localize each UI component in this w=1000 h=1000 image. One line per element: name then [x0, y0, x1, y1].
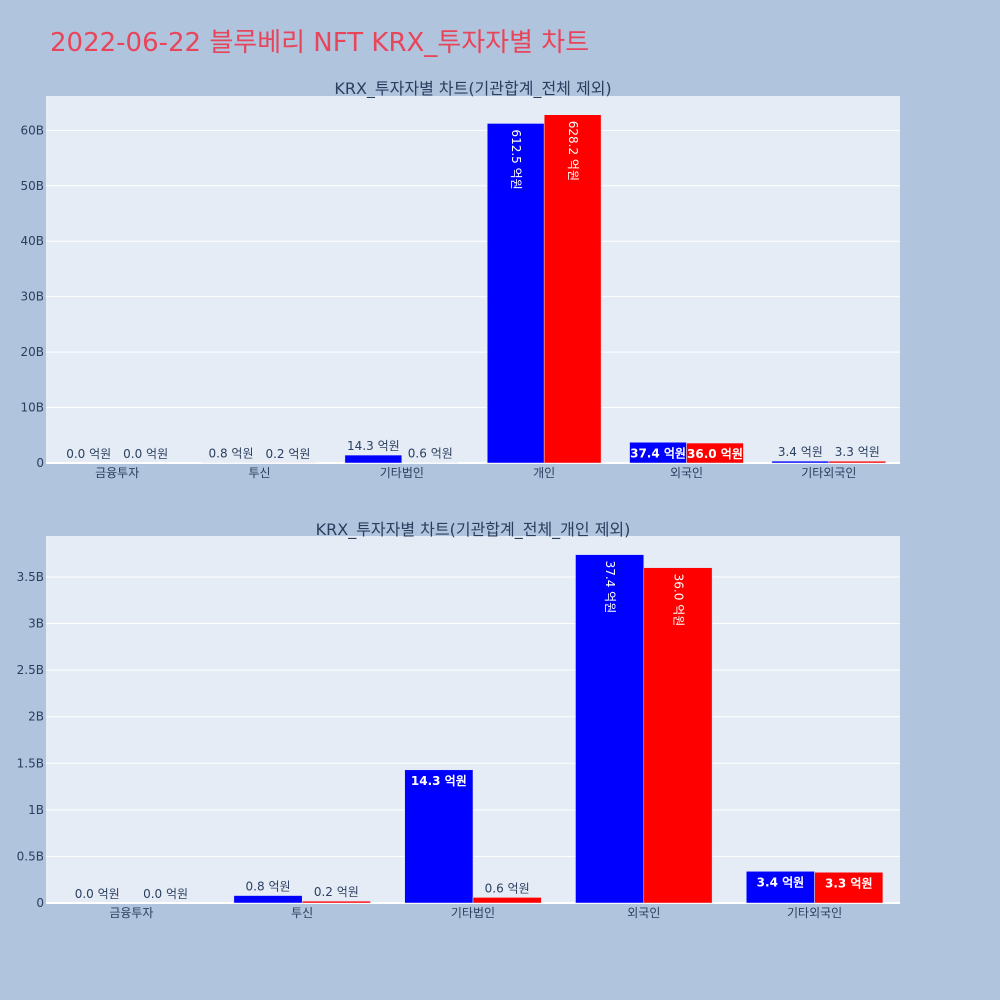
bar — [686, 442, 744, 464]
data-label: 37.4 억원 — [603, 561, 617, 614]
bar — [828, 460, 887, 464]
x-tick-label: 투신 — [291, 906, 313, 920]
data-label: 0.0 억원 — [66, 447, 111, 461]
x-tick-label: 기타법인 — [451, 906, 495, 920]
bar — [575, 554, 645, 904]
y-tick-label: 60B — [20, 123, 44, 137]
data-label: 0.8 억원 — [209, 447, 254, 461]
bar — [771, 460, 830, 464]
data-label: 612.5 억원 — [509, 129, 523, 189]
data-label: 0.0 억원 — [143, 887, 188, 901]
y-tick-label: 10B — [20, 401, 44, 415]
plot-area — [46, 96, 900, 463]
y-tick-label: 0.5B — [17, 849, 44, 863]
data-label: 0.6 억원 — [485, 881, 530, 895]
data-label: 3.4 억원 — [778, 445, 823, 459]
data-label: 0.6 억원 — [408, 447, 453, 461]
y-tick-label: 2.5B — [17, 663, 44, 677]
y-tick-label: 0 — [36, 456, 44, 470]
data-label: 0.0 억원 — [75, 887, 120, 901]
x-tick-label: 금융투자 — [109, 906, 153, 920]
x-tick-label: 기타법인 — [380, 466, 424, 480]
bar — [404, 769, 474, 904]
y-tick-label: 20B — [20, 345, 44, 359]
x-tick-label: 개인 — [533, 466, 555, 480]
bar — [543, 114, 602, 464]
data-label: 0.0 억원 — [123, 447, 168, 461]
data-label: 36.0 억원 — [687, 447, 743, 461]
y-tick-label: 0 — [36, 896, 44, 910]
y-tick-label: 1.5B — [17, 756, 44, 770]
bar — [486, 123, 545, 464]
data-label: 37.4 억원 — [630, 446, 686, 460]
y-tick-label: 2B — [28, 710, 44, 724]
x-tick-label: 금융투자 — [95, 466, 139, 480]
x-tick-label: 투신 — [248, 466, 270, 480]
data-label: 3.3 억원 — [825, 876, 873, 890]
bar — [643, 567, 713, 904]
data-label: 3.3 억원 — [835, 445, 880, 459]
y-tick-label: 3.5B — [17, 570, 44, 584]
chart-title: KRX_투자자별 차트(기관합계_전체_개인 제외) — [316, 520, 631, 540]
chart-title: KRX_투자자별 차트(기관합계_전체 제외) — [334, 79, 611, 99]
bar — [301, 900, 371, 904]
chart-1: 0 10B 20B 30B 40B 50B 60B KRX_투자자별 차트(기관합계_전체 제… — [20, 79, 900, 480]
data-label: 628.2 억원 — [566, 121, 580, 181]
data-label: 3.4 억원 — [757, 875, 805, 889]
page-title: 2022-06-22 블루베리 NFT KRX_투자자별 차트 — [50, 28, 590, 58]
data-label: 14.3 억원 — [411, 774, 467, 788]
data-label: 0.2 억원 — [265, 447, 310, 461]
data-label: 0.8 억원 — [246, 880, 291, 894]
bar — [233, 895, 303, 904]
data-label: 0.2 억원 — [314, 885, 359, 899]
y-tick-label: 50B — [20, 179, 44, 193]
x-tick-label: 기타외국인 — [787, 906, 842, 920]
bar — [814, 872, 884, 904]
data-label: 14.3 억원 — [347, 439, 400, 453]
y-tick-label: 1B — [28, 803, 44, 817]
x-tick-label: 기타외국인 — [801, 466, 856, 480]
data-label: 36.0 억원 — [671, 574, 685, 627]
chart-2: 0 0.5B 1B 1.5B 2B 2.5B 3B 3.5B KRX_투자자별 차트(기관합계_… — [17, 520, 900, 920]
y-tick-label: 40B — [20, 234, 44, 248]
bar — [472, 897, 542, 904]
x-tick-label: 외국인 — [670, 466, 703, 480]
y-tick-label: 3B — [28, 617, 44, 631]
y-tick-label: 30B — [20, 290, 44, 304]
bar — [344, 454, 403, 464]
x-tick-label: 외국인 — [627, 906, 660, 920]
bar — [746, 871, 815, 904]
